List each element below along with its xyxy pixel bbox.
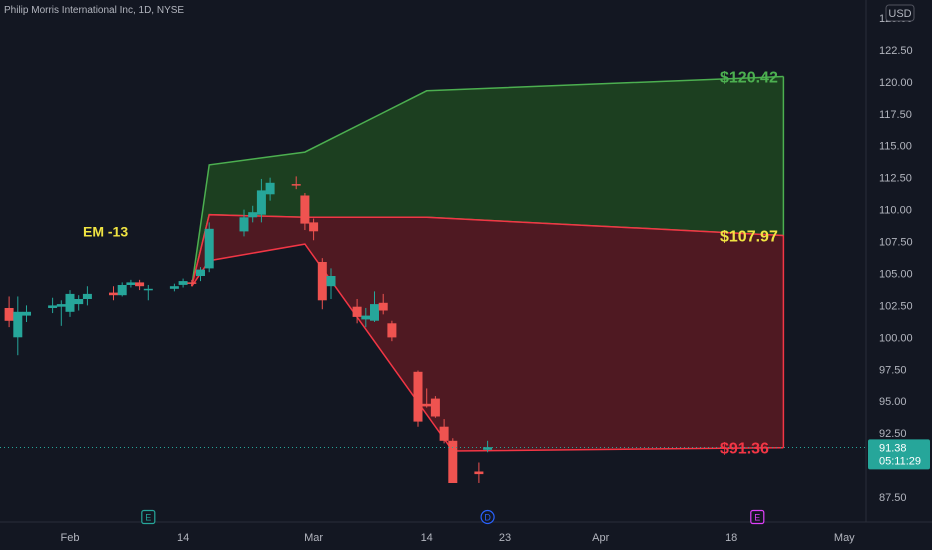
- candle-body: [65, 293, 75, 312]
- y-tick-label: 97.50: [879, 364, 907, 376]
- level-label: $91.36: [720, 441, 769, 458]
- y-tick-label: 95.00: [879, 396, 907, 408]
- y-tick-label: 117.50: [879, 109, 912, 121]
- candle-body: [256, 190, 266, 215]
- time-axis[interactable]: Feb 14 Mar 14 23 Apr 18 May E D E: [0, 509, 932, 545]
- x-tick-label: 23: [499, 532, 511, 544]
- candle-body: [361, 315, 371, 320]
- y-tick-label: 110.00: [879, 205, 912, 217]
- candle-body: [483, 447, 493, 450]
- level-label: $107.97: [720, 229, 778, 246]
- candle-body: [387, 323, 397, 338]
- candle-body: [126, 282, 136, 285]
- event-marker-letter: E: [145, 513, 151, 523]
- y-tick-label: 102.50: [879, 300, 913, 312]
- candle-body: [187, 282, 197, 284]
- candle-body: [74, 299, 84, 305]
- candle-body: [82, 293, 92, 299]
- candle-body: [370, 304, 379, 321]
- earnings-marker-shape: [750, 509, 765, 525]
- candle-body: [56, 304, 66, 307]
- candle-body: [143, 288, 153, 291]
- candle-body: [413, 371, 423, 422]
- x-tick-label: May: [834, 532, 855, 544]
- candle-body: [352, 306, 362, 317]
- candle-body: [13, 311, 23, 338]
- earnings-marker-shape: [141, 509, 156, 525]
- candle-body: [196, 269, 205, 276]
- y-tick-label: 100.00: [879, 332, 913, 344]
- candle-body: [48, 305, 58, 308]
- candle-body: [300, 195, 310, 224]
- y-tick-label: 92.50: [879, 428, 907, 440]
- candle-body: [204, 228, 214, 269]
- band-upper-fill: [191, 76, 784, 287]
- candle-body: [265, 182, 275, 195]
- currency-badge[interactable]: USD: [885, 4, 915, 22]
- candles-layer: [4, 176, 493, 483]
- candle-body: [169, 286, 179, 289]
- symbol-title: Philip Morris International Inc, 1D, NYS…: [4, 5, 184, 16]
- candle-body: [4, 308, 14, 321]
- last-price-countdown: 05:11:29: [879, 455, 921, 467]
- x-tick-label: Mar: [304, 532, 323, 544]
- overlay-layer: $120.42 $107.97 $91.36 EM -13: [0, 70, 866, 458]
- candle-body: [248, 212, 258, 218]
- last-price-badge: [868, 439, 930, 470]
- candle-body: [439, 426, 449, 441]
- candle-body: [135, 282, 145, 287]
- em-annotation: EM -13: [83, 223, 128, 239]
- y-tick-label: 87.50: [879, 492, 907, 504]
- candle-body: [239, 217, 249, 232]
- candle-body: [430, 398, 440, 417]
- band-lower-fill: [191, 214, 784, 451]
- y-tick-label: 120.00: [879, 77, 913, 89]
- candle-body: [109, 292, 118, 296]
- candle-body: [178, 281, 188, 285]
- event-marker: D: [480, 509, 495, 525]
- x-tick-label: Apr: [592, 532, 609, 544]
- band-lower-bottom-line: [191, 243, 784, 452]
- y-tick-label: 105.00: [879, 269, 913, 281]
- currency-label: USD: [888, 8, 911, 20]
- candle-body: [422, 403, 432, 407]
- event-marker: E: [141, 509, 156, 525]
- y-tick-label: 115.00: [879, 141, 912, 153]
- candle-body: [474, 471, 484, 475]
- x-tick-label: 18: [725, 532, 737, 544]
- candle-body: [317, 262, 327, 301]
- level-label: $120.42: [720, 70, 778, 87]
- x-tick-label: 14: [421, 532, 433, 544]
- candle-body: [117, 285, 127, 296]
- x-tick-label: 14: [177, 532, 189, 544]
- y-tick-label: 107.50: [879, 237, 913, 249]
- event-marker-letter: E: [754, 513, 760, 523]
- candle-body: [448, 440, 458, 483]
- candle-body: [326, 276, 336, 287]
- event-marker: E: [750, 509, 765, 525]
- x-tick-label: Feb: [61, 532, 80, 544]
- band-upper-top-line: [191, 75, 784, 287]
- candle-body: [378, 302, 388, 311]
- dividend-marker-shape: [480, 509, 495, 525]
- candle-body: [22, 311, 31, 316]
- candle-body: [309, 222, 319, 232]
- y-tick-label: 122.50: [879, 45, 913, 57]
- last-price-value: 91.38: [879, 442, 907, 454]
- price-axis[interactable]: 87.5090.0092.5095.0097.50100.00102.50105…: [865, 0, 930, 522]
- y-tick-label: 112.50: [879, 173, 912, 185]
- candle-body: [291, 184, 301, 186]
- event-marker-letter: D: [484, 513, 491, 523]
